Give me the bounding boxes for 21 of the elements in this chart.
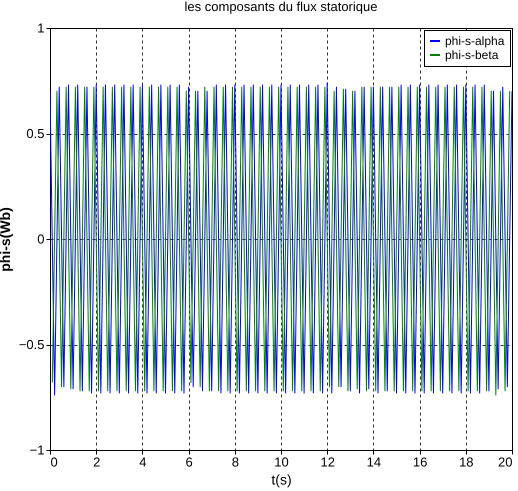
x-tick-label: 20 — [498, 454, 512, 470]
x-tick-label: 10 — [274, 454, 289, 470]
chart-title: les composants du flux statorique — [184, 0, 378, 14]
x-tick-label: 2 — [93, 454, 100, 470]
y-tick-label: 0.5 — [26, 126, 44, 141]
y-tick-label: 1 — [37, 20, 44, 36]
y-tick-label: −0.5 — [18, 337, 44, 352]
y-tick-label: −1 — [30, 442, 44, 458]
x-tick-label: 0 — [50, 454, 58, 470]
y-axis-title: phi-s(Wb) — [0, 207, 13, 272]
x-tick-label: 16 — [412, 454, 428, 470]
x-tick-label: 8 — [232, 454, 239, 470]
x-tick-label: 4 — [139, 454, 147, 470]
x-axis-title: t(s) — [271, 472, 292, 488]
x-tick-label: 6 — [185, 454, 193, 470]
x-tick-label: 18 — [459, 454, 474, 470]
x-tick-label: 14 — [366, 454, 382, 470]
x-tick-label: 12 — [320, 454, 335, 470]
legend-label: phi-s-alpha — [445, 34, 505, 48]
y-tick-label: 0 — [37, 232, 44, 246]
legend-label: phi-s-beta — [445, 48, 499, 62]
